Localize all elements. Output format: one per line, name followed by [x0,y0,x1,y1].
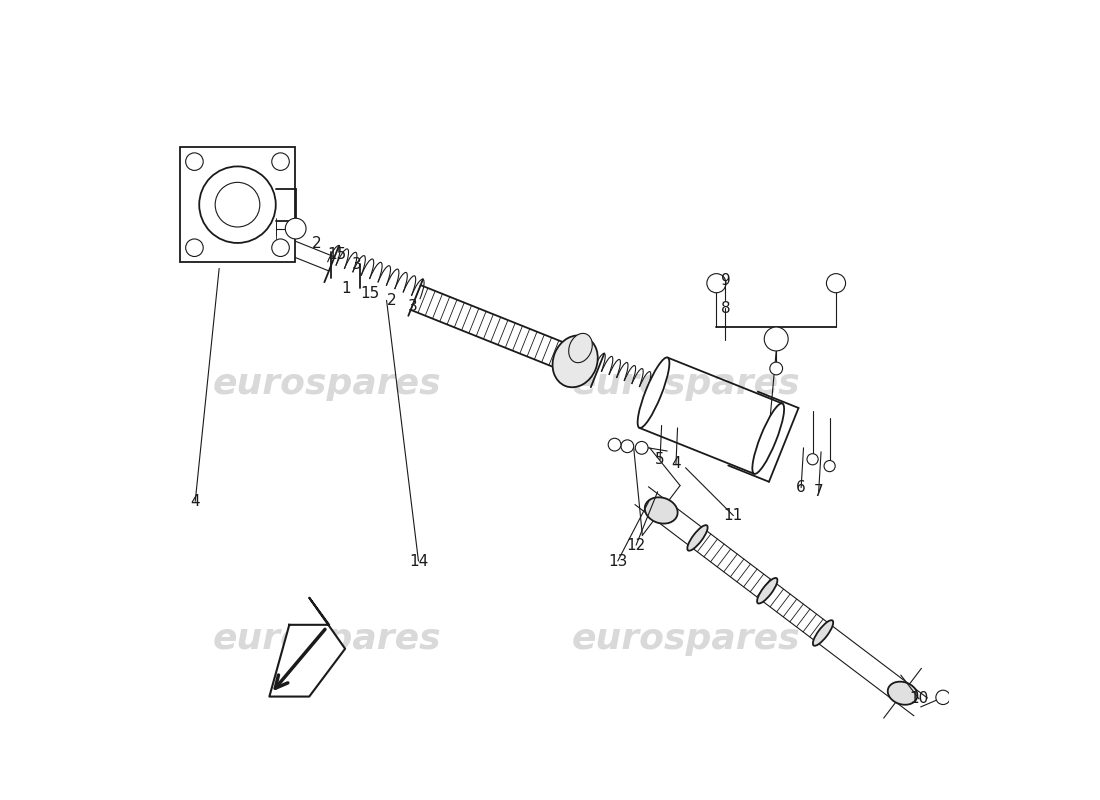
Text: 9: 9 [720,273,730,288]
Ellipse shape [757,578,778,603]
Circle shape [764,327,789,351]
Circle shape [186,153,204,170]
Ellipse shape [752,403,784,474]
Text: eurospares: eurospares [212,622,441,656]
Circle shape [636,442,648,454]
Text: 4: 4 [671,456,681,471]
Text: 2: 2 [387,293,396,307]
Circle shape [770,362,782,375]
Text: 3: 3 [352,257,362,272]
Text: 14: 14 [409,554,428,569]
Text: 11: 11 [724,508,743,523]
Ellipse shape [813,620,833,646]
Ellipse shape [888,682,917,705]
Circle shape [608,438,622,451]
Circle shape [936,690,950,705]
Bar [180,147,295,262]
Text: 15: 15 [361,286,379,301]
Text: 12: 12 [627,538,646,553]
Circle shape [272,239,289,257]
Text: 1: 1 [341,281,351,295]
Circle shape [199,166,276,243]
Ellipse shape [569,334,592,362]
Circle shape [824,461,835,472]
Ellipse shape [552,335,597,387]
Text: eurospares: eurospares [212,367,441,401]
Ellipse shape [638,358,670,428]
Text: 13: 13 [608,554,627,569]
Text: 15: 15 [328,246,346,262]
Text: 2: 2 [312,236,322,251]
Text: 5: 5 [656,452,664,467]
Ellipse shape [688,525,707,550]
Ellipse shape [645,498,678,524]
Circle shape [186,239,204,257]
Text: 10: 10 [910,691,928,706]
Text: 6: 6 [796,480,806,495]
Polygon shape [270,598,345,697]
Circle shape [285,218,306,239]
Circle shape [807,454,818,465]
Circle shape [216,182,260,227]
Text: eurospares: eurospares [571,367,800,401]
Text: 4: 4 [190,494,200,509]
Circle shape [826,274,846,293]
Circle shape [707,274,726,293]
Circle shape [621,440,634,453]
Text: 8: 8 [720,301,730,316]
Text: eurospares: eurospares [571,622,800,656]
Circle shape [272,153,289,170]
Text: 7: 7 [814,484,824,499]
Text: 3: 3 [407,299,417,314]
